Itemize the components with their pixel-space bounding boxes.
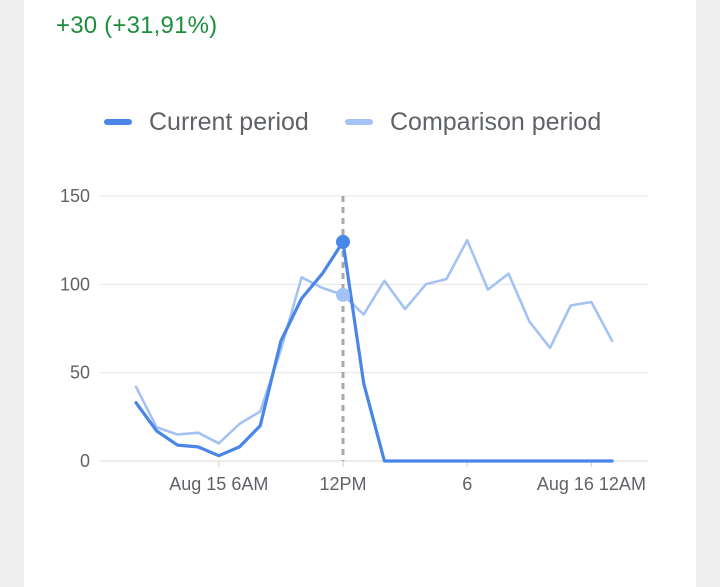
x-tick-label: Aug 15 6AM <box>169 474 268 494</box>
y-tick-label: 100 <box>60 274 90 294</box>
y-tick-label: 150 <box>60 186 90 206</box>
legend: Current period Comparison period <box>24 106 696 138</box>
legend-item-comparison-period[interactable]: Comparison period <box>345 106 601 138</box>
highlight-point-comparison-period[interactable] <box>336 287 350 302</box>
x-tick-label: 6 <box>462 474 472 494</box>
legend-label-current: Current period <box>149 107 309 136</box>
series-line-comparison-period <box>134 238 614 445</box>
chart-card: +30 (+31,91%) Current period Comparison … <box>24 0 696 587</box>
x-tick-label: 12PM <box>319 474 366 494</box>
y-tick-label: 0 <box>80 451 90 471</box>
highlight-point-current-period[interactable] <box>336 234 350 249</box>
legend-label-comparison: Comparison period <box>390 107 602 136</box>
current-period-swatch <box>104 119 132 125</box>
legend-item-current-period[interactable]: Current period <box>104 106 309 138</box>
y-tick-label: 50 <box>70 363 90 383</box>
series-line-current-period <box>134 240 614 463</box>
change-summary: +30 (+31,91%) <box>56 12 218 39</box>
line-chart[interactable]: 0 50 100 150 Aug 15 6AM 12PM 6 Aug 16 12AM <box>24 0 696 587</box>
x-tick-label: Aug 16 12AM <box>537 474 646 494</box>
comparison-period-swatch <box>345 119 373 125</box>
